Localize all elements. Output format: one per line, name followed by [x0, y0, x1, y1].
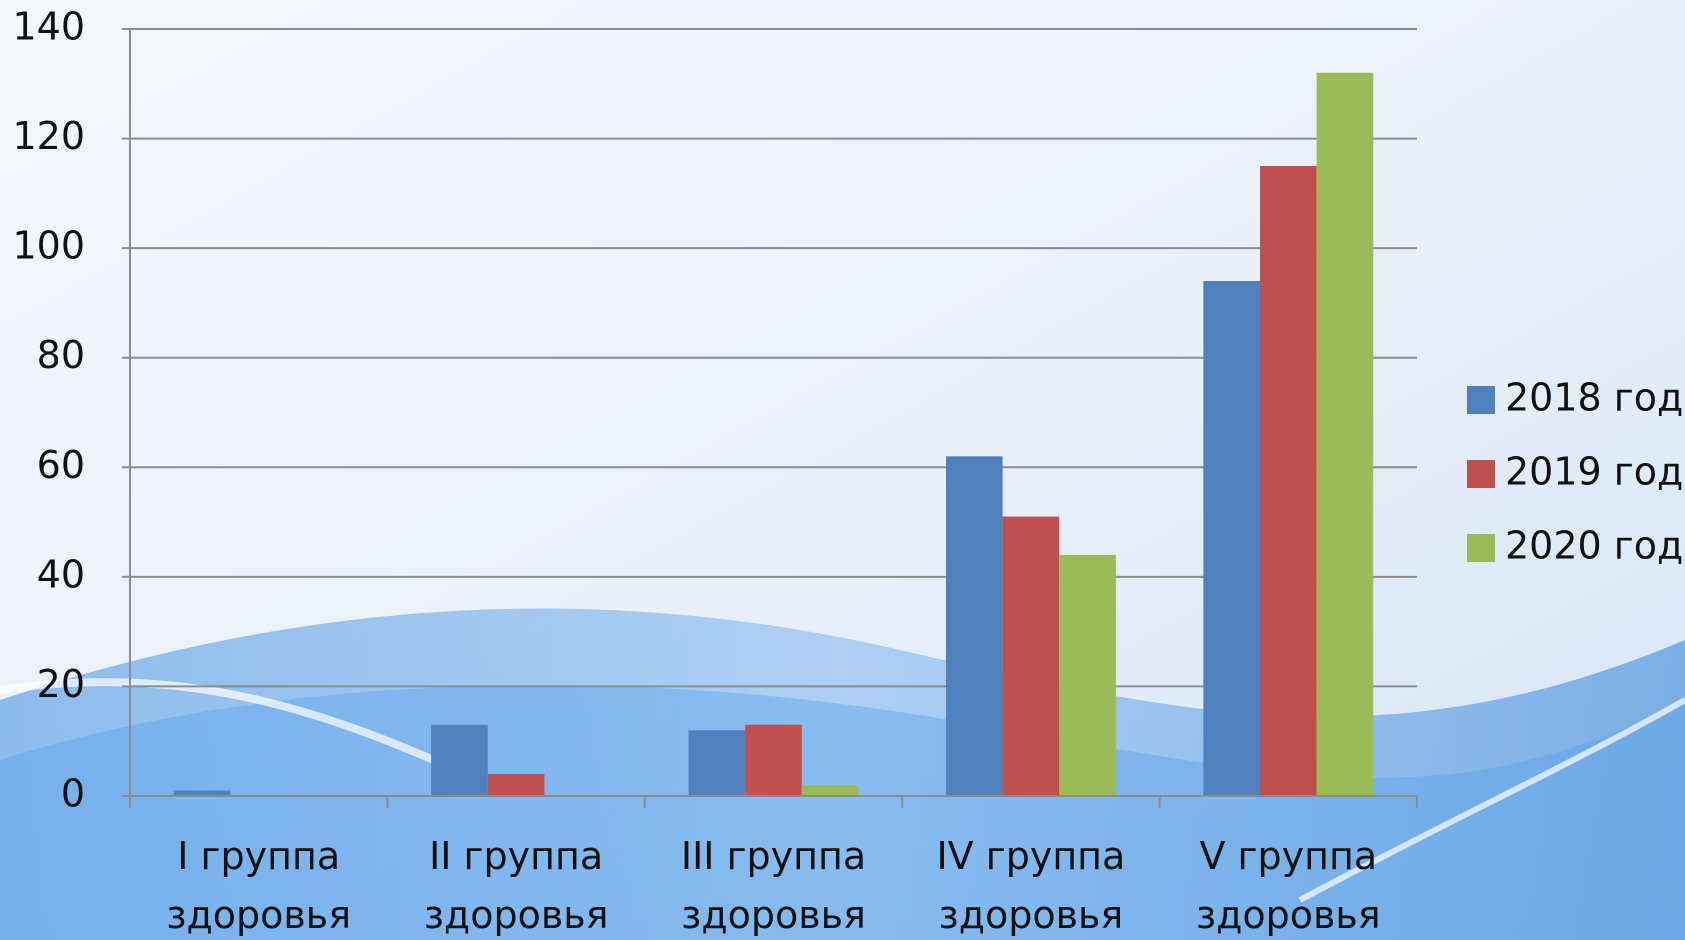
bar	[1260, 166, 1317, 796]
x-tick-label-line: здоровья	[166, 893, 351, 937]
page: {"chart_data": {"type": "bar", "categori…	[0, 0, 1685, 940]
legend-label: 2018 год	[1505, 376, 1683, 420]
bar	[946, 456, 1003, 796]
x-tick-label-line: III группа	[681, 834, 866, 878]
bar	[802, 785, 859, 796]
bar	[689, 730, 746, 796]
x-tick-label-line: V группа	[1199, 834, 1377, 878]
bar	[488, 774, 545, 796]
bar	[1003, 517, 1060, 796]
x-tick-label-line: IV группа	[936, 834, 1125, 878]
legend-swatch	[1467, 460, 1495, 488]
y-tick-label: 80	[37, 333, 85, 377]
chart: 0 20 40 60 80 100 120 140 I группа здоровья II гру…	[0, 0, 1685, 940]
y-tick-label: 20	[37, 662, 85, 706]
bar	[1317, 73, 1374, 796]
bar	[1203, 281, 1260, 796]
bar	[1059, 555, 1116, 796]
y-tick-label: 120	[12, 114, 85, 158]
y-tick-label: 0	[61, 772, 85, 816]
x-tick-label-line: II группа	[429, 834, 603, 878]
bar	[431, 725, 488, 796]
legend-swatch	[1467, 534, 1495, 562]
x-tick-label-line: здоровья	[424, 893, 609, 937]
x-tick-label-line: здоровья	[939, 893, 1124, 937]
x-tick-label-line: здоровья	[1196, 893, 1381, 937]
y-tick-label: 140	[12, 5, 85, 49]
legend-label: 2019 год	[1505, 450, 1683, 494]
legend-swatch	[1467, 386, 1495, 414]
y-tick-label: 40	[37, 552, 85, 596]
x-tick-label-line: здоровья	[681, 893, 866, 937]
y-tick-label: 60	[37, 443, 85, 487]
y-tick-label: 100	[12, 224, 85, 268]
legend-label: 2020 год	[1505, 524, 1683, 568]
x-tick-label-line: I группа	[177, 834, 340, 878]
bar	[745, 725, 802, 796]
